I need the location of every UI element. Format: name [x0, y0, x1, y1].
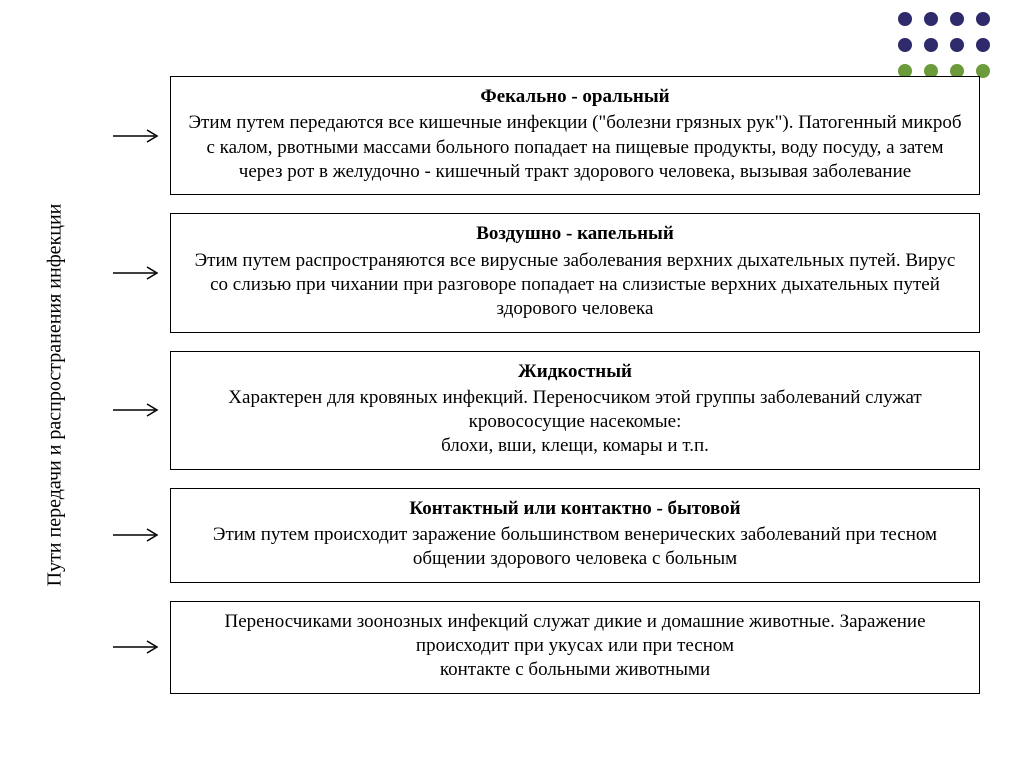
- info-box: Контактный или контактно - бытовой Этим п…: [170, 488, 980, 583]
- decor-dot: [898, 38, 912, 52]
- arrow-icon: [111, 403, 165, 417]
- box-body: Этим путем передаются все кишечные инфек…: [188, 112, 961, 182]
- info-box: Жидкостный Характерен для кровяных инфекц…: [170, 351, 980, 470]
- box-body: Переносчиками зоонозных инфекций служат …: [224, 611, 925, 681]
- box-body: Этим путем происходит заражение большинс…: [213, 524, 937, 569]
- info-box: Воздушно - капельный Этим путем распростр…: [170, 213, 980, 332]
- arrow-icon: [111, 640, 165, 654]
- info-box: Переносчиками зоонозных инфекций служат …: [170, 601, 980, 694]
- decor-dot: [898, 12, 912, 26]
- bracket-line: [108, 92, 110, 698]
- decor-dot: [924, 38, 938, 52]
- decor-dot: [976, 12, 990, 26]
- decor-dots-grid: [898, 12, 996, 84]
- arrow-icon: [111, 266, 165, 280]
- arrow-icon: [111, 129, 165, 143]
- arrow-icon: [111, 528, 165, 542]
- box-body: Этим путем распространяются все вирусные…: [195, 250, 956, 320]
- decor-dot: [950, 12, 964, 26]
- info-boxes-column: Фекально - оральный Этим путем передаются…: [170, 76, 980, 694]
- box-title: Контактный или контактно - бытовой: [185, 497, 965, 521]
- decor-dot: [950, 38, 964, 52]
- info-box: Фекально - оральный Этим путем передаются…: [170, 76, 980, 195]
- box-title: Воздушно - капельный: [185, 222, 965, 246]
- vertical-axis-label: Пути передачи и распространения инфекции: [44, 204, 67, 587]
- decor-dot: [924, 12, 938, 26]
- box-title: Жидкостный: [185, 360, 965, 384]
- box-title: Фекально - оральный: [185, 85, 965, 109]
- decor-dot: [976, 38, 990, 52]
- box-body: Характерен для кровяных инфекций. Перено…: [228, 387, 921, 457]
